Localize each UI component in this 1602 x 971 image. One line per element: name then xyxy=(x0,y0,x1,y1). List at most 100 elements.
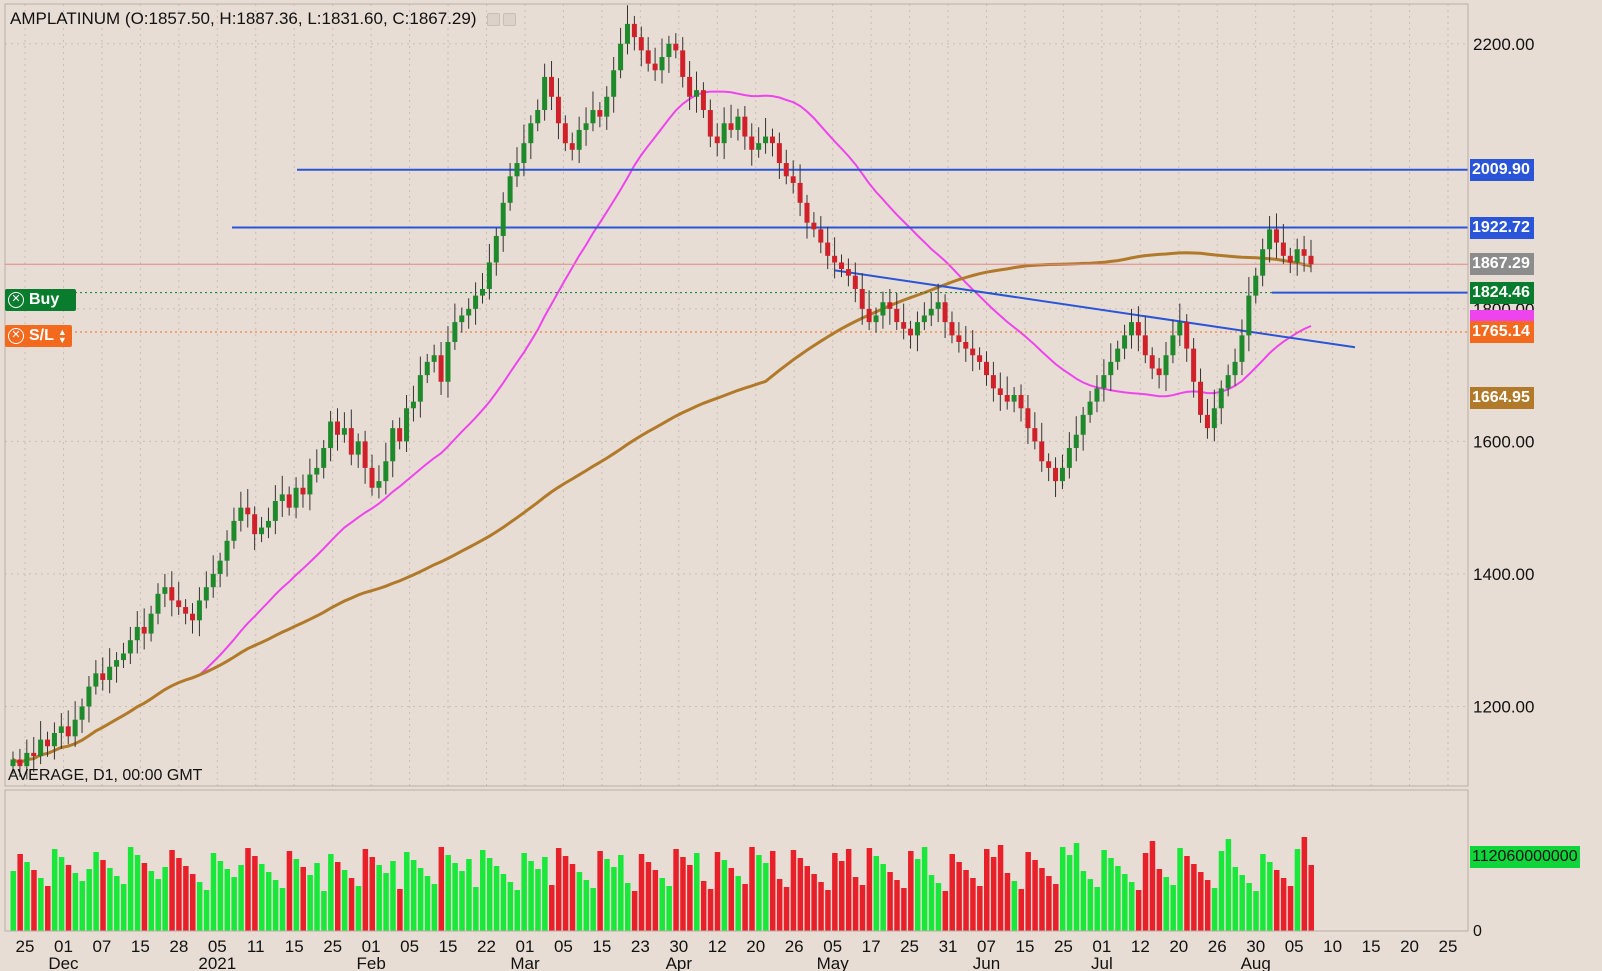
close-circle-icon[interactable]: ✕ xyxy=(8,292,24,308)
candle-body xyxy=(293,487,299,508)
candle-body xyxy=(38,739,44,757)
stop-loss-label: S/L xyxy=(29,327,54,344)
candle-body xyxy=(970,348,976,356)
volume-bar xyxy=(58,857,65,931)
candle-body xyxy=(176,600,182,608)
window-close-icon[interactable] xyxy=(502,12,516,26)
volume-bar xyxy=(666,886,672,931)
up-down-arrows-icon[interactable]: ▲ ▼ xyxy=(57,327,67,345)
candle-body xyxy=(555,96,561,124)
volume-bar xyxy=(818,882,824,931)
candle-body xyxy=(1225,375,1231,389)
volume-bar xyxy=(977,886,983,931)
candle-body xyxy=(431,355,437,362)
volume-bar xyxy=(569,864,576,931)
candle-body xyxy=(832,255,838,263)
candle-body xyxy=(114,660,120,667)
volume-bar xyxy=(590,888,596,931)
volume-bar xyxy=(141,863,148,931)
indicator-label: AVERAGE, D1, 00:00 GMT xyxy=(8,767,203,784)
horizontal-lines[interactable] xyxy=(5,168,1468,349)
volume-bar xyxy=(466,859,472,931)
candle-body xyxy=(1267,229,1273,250)
volume-bar xyxy=(970,878,976,931)
candle-body xyxy=(763,136,769,144)
candle-body xyxy=(341,428,347,435)
volume-bar xyxy=(348,878,355,931)
candle-body xyxy=(445,341,451,382)
title-icons[interactable] xyxy=(486,12,516,26)
candle-body xyxy=(1053,467,1059,482)
volume-bar xyxy=(272,880,279,931)
candle-body xyxy=(1218,388,1224,409)
volume-bar xyxy=(984,849,990,931)
candle-body xyxy=(1280,242,1286,256)
buy-order-tag[interactable]: ✕ Buy xyxy=(5,289,76,311)
x-tick-label: 15 xyxy=(439,937,458,956)
volume-bar xyxy=(549,885,555,931)
candle-body xyxy=(997,388,1003,395)
month-label: May xyxy=(817,954,850,971)
volume-bar xyxy=(790,850,797,931)
candle-body xyxy=(51,732,57,747)
volume-bar xyxy=(624,883,631,931)
volume-bar xyxy=(1232,867,1239,931)
moving-averages xyxy=(12,90,1312,765)
candle-body xyxy=(1177,322,1183,336)
candle-body xyxy=(1032,428,1038,442)
month-label: Apr xyxy=(666,954,693,971)
volume-bar xyxy=(72,873,79,931)
candle-body xyxy=(652,63,658,71)
stop-loss-order-tag[interactable]: ✕ S/L ▲ ▼ xyxy=(5,325,72,347)
volume-bar xyxy=(1253,891,1259,931)
candle-body xyxy=(231,520,237,541)
x-tick-label: 20 xyxy=(1400,937,1419,956)
last-price-tag: 1867.29 xyxy=(1470,253,1534,276)
candle-body xyxy=(645,50,651,64)
volume-bar xyxy=(383,873,389,931)
candle-body xyxy=(521,143,527,164)
close-circle-icon[interactable]: ✕ xyxy=(8,328,24,344)
candle-body xyxy=(45,739,51,747)
volume-bar xyxy=(873,856,880,931)
candle-body xyxy=(1287,255,1293,263)
candle-body xyxy=(148,613,154,634)
volume-bar xyxy=(452,863,458,931)
window-restore-icon[interactable] xyxy=(486,12,500,26)
volume-bar xyxy=(742,884,748,931)
x-tick-label: 01 xyxy=(362,937,381,956)
candle-body xyxy=(93,673,99,687)
candle-body xyxy=(687,76,693,97)
chart-title: AMPLATINUM (O:1857.50, H:1887.36, L:1831… xyxy=(10,9,516,29)
volume-bar xyxy=(65,865,72,931)
candle-body xyxy=(1149,355,1155,369)
candle-body xyxy=(1128,322,1134,336)
volume-bar xyxy=(887,872,893,931)
x-tick-label: 11 xyxy=(247,937,265,956)
volume-bar xyxy=(155,879,161,931)
candle-body xyxy=(1301,249,1307,256)
x-tick-label: 30 xyxy=(1246,937,1265,956)
candle-body xyxy=(479,288,485,296)
volume-bar xyxy=(728,868,735,931)
volume-bar xyxy=(1128,882,1135,931)
candle-body xyxy=(1184,322,1190,349)
candle-body xyxy=(818,229,824,243)
candle-body xyxy=(535,110,541,124)
candle-body xyxy=(1239,335,1245,362)
volume-bar xyxy=(949,854,955,931)
volume-bar xyxy=(721,860,728,931)
x-tick-label: 25 xyxy=(323,937,342,956)
candle-body xyxy=(742,116,748,137)
volume-bar xyxy=(852,877,859,931)
candle-body xyxy=(279,494,285,502)
candle-body xyxy=(631,23,637,38)
candle-body xyxy=(735,116,741,130)
volume-bar xyxy=(1122,874,1128,931)
x-tick-label: 25 xyxy=(900,937,919,956)
volume-bar xyxy=(1280,878,1287,931)
volume-bar xyxy=(1163,877,1170,931)
candle-body xyxy=(190,613,196,621)
volume-bar xyxy=(825,890,831,931)
